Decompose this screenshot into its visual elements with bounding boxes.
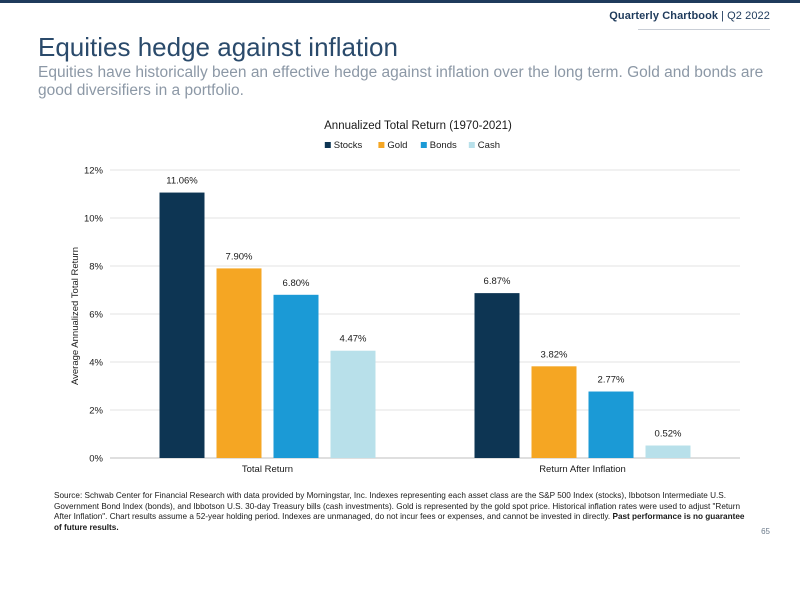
data-label: 11.06% (166, 176, 198, 187)
performance-disclaimer: Past performance is no guarantee of futu… (54, 512, 745, 532)
brand-name: Quarterly Chartbook (609, 10, 719, 22)
data-label: 2.77% (598, 375, 625, 386)
period-label: Q2 2022 (727, 10, 770, 22)
bar-stocks (474, 293, 520, 458)
legend-swatch-gold (378, 142, 385, 148)
y-axis: 0% 2% 4% 6% 8% 10% 12% (84, 166, 104, 465)
y-tick-label: 4% (89, 358, 103, 369)
chart-legend: Stocks Gold Bonds Cash (324, 140, 500, 151)
y-tick-label: 6% (89, 310, 103, 321)
header-separator: | (721, 10, 725, 22)
legend-label-stocks: Stocks (334, 140, 363, 151)
bar-cash (330, 350, 376, 458)
data-label: 3.82% (541, 349, 568, 360)
bar-gold (216, 268, 262, 458)
top-rule (0, 0, 800, 3)
chart-title: Annualized Total Return (1970-2021) (324, 120, 512, 132)
y-axis-label: Average Annualized Total Return (70, 247, 81, 385)
chartbook-header: Quarterly Chartbook | Q2 2022 (609, 10, 770, 22)
legend-label-gold: Gold (387, 140, 407, 151)
data-label: 6.80% (283, 278, 310, 289)
x-tick-label: Return After Inflation (539, 464, 626, 475)
header-divider (638, 29, 770, 30)
x-axis: Total Return Return After Inflation (242, 464, 626, 475)
legend-swatch-cash (468, 142, 475, 148)
legend-swatch-bonds (420, 142, 427, 148)
bar-gold (531, 366, 577, 458)
data-label: 7.90% (226, 251, 253, 262)
data-label: 4.47% (340, 334, 367, 345)
page-title: Equities hedge against inflation (38, 32, 398, 62)
chart-bars: 11.06% 7.90% 6.80% 4.47% 6.87% 3.82% 2.77% 0.52… (159, 176, 691, 458)
y-tick-label: 8% (89, 262, 103, 273)
bar-bonds (273, 294, 319, 458)
bar-chart: Annualized Total Return (1970-2021) Stoc… (70, 120, 740, 475)
y-tick-label: 2% (89, 406, 103, 417)
x-tick-label: Total Return (242, 464, 293, 475)
page-number: 65 (761, 527, 770, 536)
data-label: 6.87% (484, 276, 511, 287)
source-text: Source: Schwab Center for Financial Rese… (54, 491, 740, 521)
y-tick-label: 10% (84, 214, 104, 225)
y-tick-label: 0% (89, 454, 103, 465)
chart-gridlines (110, 169, 740, 459)
bar-cash (645, 445, 691, 458)
source-note: Source: Schwab Center for Financial Rese… (54, 491, 754, 533)
legend-label-bonds: Bonds (430, 140, 457, 151)
page-subtitle: Equities have historically been an effec… (38, 64, 764, 99)
data-label: 0.52% (655, 429, 682, 440)
y-tick-label: 12% (84, 166, 104, 177)
legend-swatch-stocks (324, 142, 331, 148)
legend-label-cash: Cash (478, 140, 500, 151)
bar-stocks (159, 192, 205, 458)
bar-bonds (588, 391, 634, 458)
